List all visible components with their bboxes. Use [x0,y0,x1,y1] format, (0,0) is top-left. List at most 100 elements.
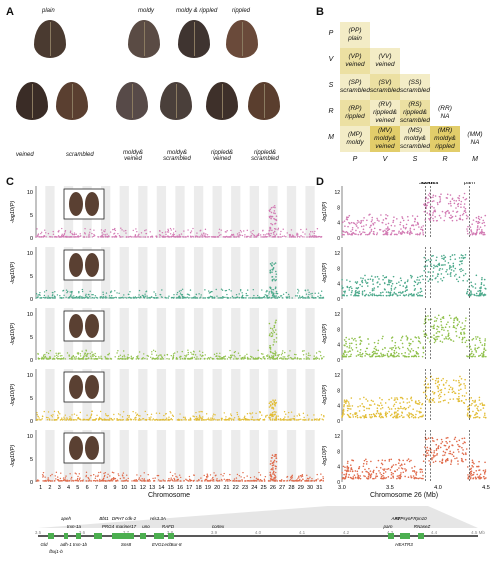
snp-point [259,418,261,420]
snp-point [408,401,411,403]
snp-point [44,229,46,231]
snp-point [453,253,456,256]
scale-tick-label: 4.4 [431,530,438,535]
snp-point [288,236,291,238]
snp-point [142,296,145,298]
snp-point [164,296,166,299]
snp-point [346,465,349,468]
snp-point [439,318,442,321]
snp-point [57,410,60,413]
snp-point [350,397,353,399]
snp-point [483,473,486,475]
snp-point [406,402,409,404]
snp-point [71,233,74,236]
snp-point [439,267,441,270]
snp-point [272,473,274,475]
snp-point [402,471,405,474]
snp-point [366,219,368,222]
snp-point [40,419,42,421]
snp-point [345,400,347,403]
snp-point [392,472,394,475]
snp-point [83,236,86,238]
snp-point [374,351,376,353]
snp-point [79,477,81,479]
snp-point [398,281,400,283]
snp-point [475,469,478,472]
snp-point [440,264,443,266]
snp-point [478,339,481,342]
snp-point [359,283,361,286]
snp-point [100,236,102,238]
snp-point [387,467,390,470]
snp-point [150,413,153,415]
snp-point [122,297,124,299]
snp-point [230,413,232,415]
snp-point [126,414,129,417]
snp-point [355,225,358,227]
snp-point [450,317,452,319]
snp-point [178,295,181,298]
snp-point [69,479,71,482]
snp-point [255,412,257,415]
snp-point [465,217,468,220]
snp-peak-point [269,263,272,265]
snp-point [150,296,153,298]
snp-point [117,473,119,475]
snp-point [357,477,360,480]
scale-tick-label: 3.5 [35,530,42,535]
chromosome-band [119,247,129,299]
snp-point [347,476,350,478]
snp-point [455,273,457,276]
snp-point [357,227,359,229]
snp-point [60,479,63,482]
snp-point [118,358,121,360]
snp-point [150,416,152,418]
snp-point [361,290,364,293]
snp-point [356,219,359,222]
snp-point [396,477,398,480]
snp-point [432,219,435,222]
snp-point [474,344,477,346]
snp-point [136,356,138,358]
snp-point [344,351,347,353]
snp-point [263,419,265,421]
snp-point [189,479,192,481]
snp-point [206,477,208,479]
y-tick-label: 10 [27,434,33,440]
snp-point [176,297,178,299]
genotype-code: (RV) [378,101,392,108]
snp-point [480,216,483,219]
snp-point [430,336,433,338]
snp-point [424,266,426,268]
snp-point [378,415,381,418]
snp-point [375,475,377,477]
snp-point [159,294,162,296]
snp-point [221,480,223,482]
snp-point [469,226,472,228]
snp-point [108,352,110,355]
snp-point [218,358,221,360]
snp-point [247,235,249,238]
snp-point [371,288,374,290]
inset-leaf [69,192,83,216]
snp-point [237,357,239,360]
snp-point [252,358,255,360]
snp-point [94,352,96,355]
snp-point [184,354,186,357]
snp-point [230,235,232,237]
snp-point [312,480,314,482]
snp-point [356,281,359,283]
snp-point [59,295,61,297]
snp-point [289,356,292,359]
inset-leaf [85,314,99,338]
snp-point [43,291,46,293]
snp-point [75,473,77,475]
snp-point [377,349,380,352]
snp-point [399,294,401,297]
snp-point [204,228,207,231]
snp-point [342,286,344,289]
snp-point [63,294,65,296]
snp-point [257,234,260,237]
chromosome-band [231,430,241,482]
snp-point [132,357,135,359]
